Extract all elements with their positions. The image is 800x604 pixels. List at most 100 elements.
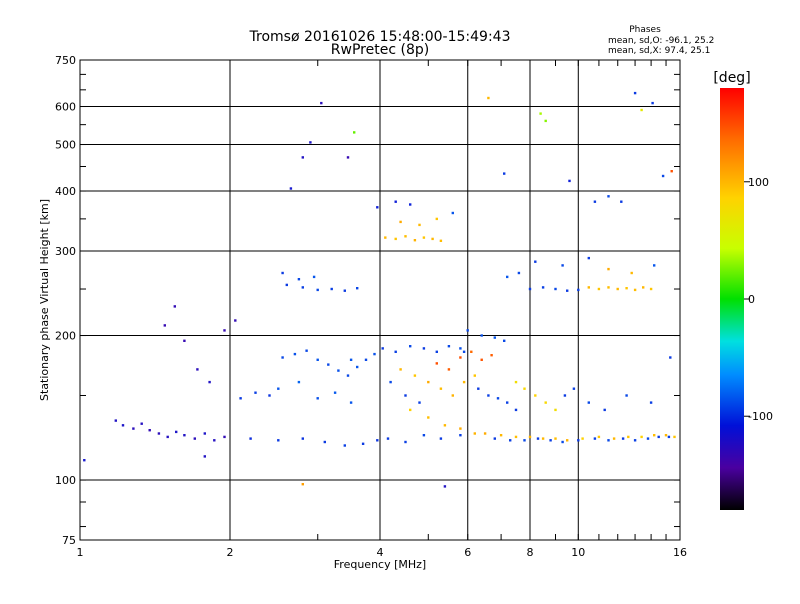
- x-tick-label: 6: [464, 546, 471, 559]
- data-point: [309, 141, 312, 144]
- data-point: [459, 427, 462, 430]
- x-tick-label: 4: [377, 546, 384, 559]
- data-point: [163, 324, 166, 327]
- data-point: [183, 434, 186, 437]
- data-point: [593, 200, 597, 203]
- data-point: [381, 347, 384, 350]
- data-point: [249, 437, 252, 440]
- data-point: [301, 483, 304, 486]
- data-point: [349, 401, 353, 404]
- data-point: [597, 287, 601, 291]
- x-tick-label: 8: [527, 546, 534, 559]
- data-point: [503, 339, 506, 342]
- data-point: [554, 437, 557, 440]
- data-point: [544, 401, 547, 404]
- data-point: [376, 439, 379, 442]
- data-point: [620, 200, 623, 203]
- data-point: [427, 380, 430, 384]
- data-point: [651, 101, 654, 105]
- data-point: [653, 264, 656, 267]
- data-point: [630, 271, 633, 275]
- grid-lines: [80, 60, 680, 540]
- data-point: [487, 394, 490, 397]
- data-point: [577, 288, 580, 292]
- data-point: [404, 440, 407, 444]
- y-tick-label: 100: [55, 474, 76, 487]
- data-point: [493, 336, 496, 339]
- data-point: [517, 271, 521, 275]
- data-point: [514, 380, 518, 384]
- data-point: [439, 437, 443, 440]
- data-point: [587, 286, 590, 289]
- data-point: [549, 439, 552, 442]
- data-point: [254, 391, 257, 394]
- data-point: [435, 362, 438, 365]
- data-point: [496, 397, 500, 400]
- data-point: [157, 432, 161, 435]
- data-point: [281, 356, 284, 359]
- data-point: [625, 287, 628, 290]
- data-point: [664, 434, 668, 437]
- data-point: [459, 434, 462, 437]
- data-point: [612, 437, 616, 440]
- data-point: [404, 394, 407, 397]
- data-point: [277, 439, 280, 442]
- data-point: [166, 435, 169, 439]
- data-point: [239, 397, 242, 400]
- data-point: [673, 435, 676, 439]
- data-point: [577, 439, 580, 442]
- data-point: [649, 401, 653, 404]
- data-point: [470, 350, 473, 353]
- data-point: [193, 437, 196, 440]
- data-point: [514, 435, 518, 439]
- data-point: [301, 156, 304, 159]
- data-point: [563, 394, 567, 397]
- data-point: [566, 289, 569, 292]
- data-point: [642, 286, 645, 289]
- data-point: [653, 434, 656, 437]
- data-point: [213, 439, 216, 442]
- colorbar-tick-label: 0: [748, 293, 755, 306]
- data-point: [447, 368, 451, 371]
- data-point: [431, 237, 434, 241]
- data-point: [330, 287, 333, 291]
- data-point: [661, 174, 665, 178]
- data-point: [343, 444, 346, 447]
- x-tick-label: 1: [77, 546, 84, 559]
- data-point: [422, 236, 426, 239]
- data-point: [459, 347, 462, 350]
- data-point: [597, 435, 601, 439]
- data-point: [277, 387, 280, 390]
- data-point: [534, 394, 537, 397]
- data-point: [297, 380, 301, 384]
- data-point: [208, 380, 211, 384]
- data-point: [447, 345, 451, 348]
- data-point: [409, 345, 412, 348]
- data-point: [196, 368, 199, 371]
- data-point: [621, 437, 625, 440]
- data-point: [353, 131, 356, 134]
- y-tick-labels: 75 100 200 300 400 500 600 750: [55, 54, 76, 547]
- data-point: [418, 223, 421, 227]
- data-point: [561, 264, 564, 267]
- data-point: [514, 408, 518, 412]
- data-point: [173, 305, 176, 308]
- data-point: [148, 429, 151, 432]
- data-point: [327, 363, 330, 366]
- y-tick-label: 600: [55, 101, 76, 114]
- data-point: [389, 380, 392, 384]
- data-point: [646, 437, 650, 440]
- data-point: [234, 319, 237, 322]
- data-point: [607, 286, 610, 289]
- x-tick-label: 10: [571, 546, 585, 559]
- data-point: [399, 220, 402, 224]
- y-tick-label: 200: [55, 330, 76, 343]
- data-point: [297, 278, 301, 281]
- data-point: [301, 286, 304, 289]
- chart-title: Tromsø 20161026 15:48:00-15:49:43: [249, 29, 511, 45]
- data-point: [587, 401, 590, 404]
- data-point: [373, 352, 376, 356]
- data-point: [566, 439, 569, 442]
- data-point: [394, 350, 397, 353]
- data-point: [541, 286, 545, 289]
